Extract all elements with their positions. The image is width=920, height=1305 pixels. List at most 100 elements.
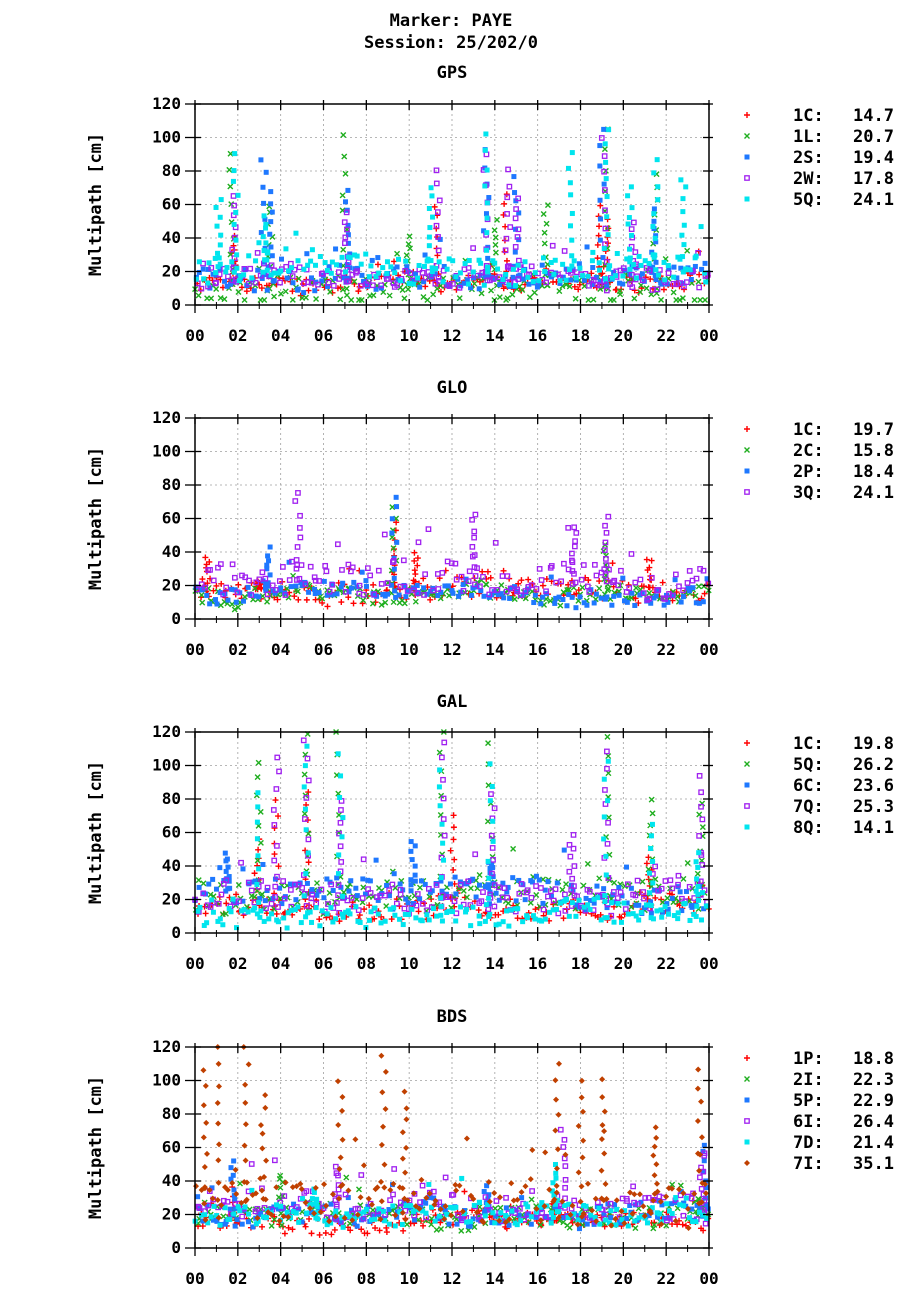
data-point [659, 281, 665, 287]
data-point [627, 1189, 634, 1196]
data-point [690, 1219, 696, 1225]
data-point [696, 284, 703, 291]
data-point [650, 252, 656, 258]
data-point [341, 219, 348, 226]
data-point [428, 258, 434, 264]
data-point [231, 202, 237, 209]
legend-item: 5Q: 24.1 [744, 190, 894, 210]
data-point [632, 892, 639, 899]
data-point [417, 1199, 423, 1206]
data-point [513, 226, 519, 232]
y-tick-label: 0 [171, 295, 181, 314]
legend-label: 5Q: [793, 190, 824, 210]
data-point [571, 1211, 577, 1217]
data-point [661, 259, 667, 265]
data-point [271, 270, 277, 276]
data-point [482, 183, 488, 189]
data-point [702, 270, 708, 276]
data-point [506, 282, 512, 288]
data-point [602, 187, 608, 193]
data-point [436, 784, 442, 790]
data-point [341, 1215, 348, 1222]
data-point [201, 1164, 208, 1171]
data-point [368, 1201, 375, 1208]
data-point [279, 901, 285, 907]
data-point [264, 250, 270, 256]
data-point [602, 547, 608, 554]
data-point [670, 592, 676, 598]
legend-marker [744, 447, 750, 453]
data-point [576, 897, 582, 903]
data-point [568, 277, 574, 283]
data-point [627, 255, 633, 261]
data-point [493, 890, 499, 896]
x-tick-label: 18 [571, 640, 590, 659]
data-point [430, 214, 436, 220]
data-point [265, 553, 271, 559]
data-point [440, 279, 446, 285]
data-point [695, 883, 701, 889]
data-point [341, 275, 347, 281]
data-point [621, 900, 627, 906]
data-point [603, 853, 609, 859]
data-point [281, 1206, 287, 1212]
data-point [241, 593, 248, 600]
data-point [274, 1202, 280, 1208]
data-point [676, 296, 683, 303]
data-point [573, 530, 580, 536]
data-point [507, 595, 513, 601]
data-point [680, 594, 686, 600]
data-point [282, 592, 289, 598]
data-point [435, 586, 442, 592]
data-point [561, 560, 567, 567]
data-point [599, 1122, 606, 1129]
data-point [258, 285, 265, 292]
data-point [536, 281, 542, 287]
data-point [515, 906, 521, 912]
data-point [697, 296, 704, 303]
data-point [246, 881, 252, 887]
data-point [569, 557, 575, 564]
data-point [305, 850, 311, 856]
data-point [639, 271, 645, 277]
data-point [430, 906, 436, 912]
data-point [397, 881, 403, 887]
data-point [243, 1179, 250, 1186]
series-2W [194, 135, 711, 294]
legend: 1C: 14.71L: 20.72S: 19.42W: 17.85Q: 24.1 [744, 106, 894, 210]
data-point [335, 1122, 342, 1129]
data-point [598, 1167, 605, 1174]
data-point [654, 157, 660, 163]
data-point [393, 519, 400, 526]
data-point [207, 567, 213, 573]
data-point [575, 1217, 581, 1223]
data-point [655, 184, 661, 190]
data-point [540, 255, 546, 261]
data-point [569, 1219, 576, 1226]
data-point [200, 880, 207, 887]
data-point [249, 275, 255, 281]
data-point [408, 877, 414, 883]
data-point [606, 266, 612, 272]
data-point [401, 582, 407, 588]
data-point [328, 1201, 334, 1207]
data-point [549, 1188, 555, 1194]
data-point [258, 1210, 264, 1216]
data-point [302, 1223, 309, 1230]
data-point [435, 247, 442, 254]
data-point [321, 1181, 328, 1188]
data-point [481, 228, 487, 234]
x-tick-label: 04 [271, 640, 290, 659]
data-point [628, 551, 635, 557]
chart-title: GLO [437, 378, 468, 398]
data-point [602, 1181, 609, 1188]
data-point [686, 883, 693, 890]
data-point [425, 526, 432, 533]
data-point [460, 582, 466, 588]
data-point [680, 1212, 687, 1219]
data-point [213, 270, 219, 276]
data-point [334, 591, 340, 597]
y-axis-label: Multipath [cm] [86, 761, 106, 904]
data-point [616, 884, 622, 890]
data-point [438, 1225, 445, 1232]
